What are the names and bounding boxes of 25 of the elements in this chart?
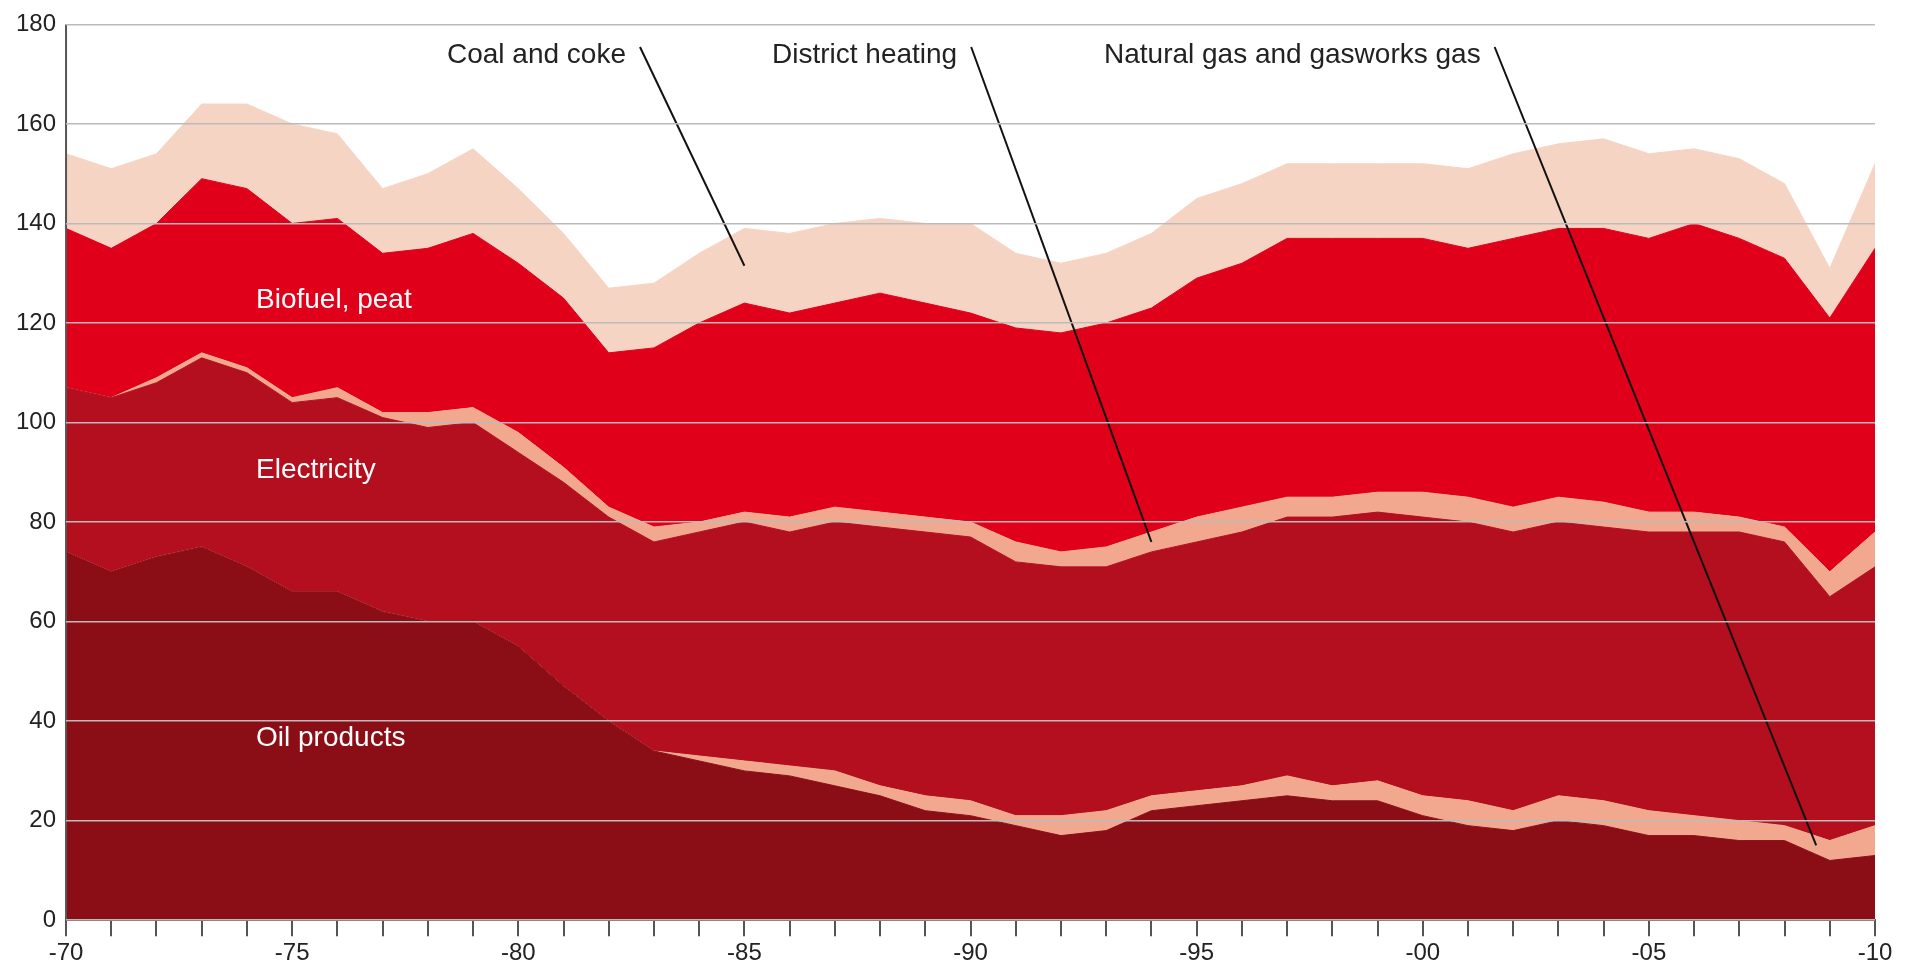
y-tick-label: 20	[29, 805, 57, 833]
y-tick-label: 100	[16, 407, 57, 435]
text: Natural gas and gasworks gas	[1104, 37, 1481, 69]
y-tick-label: 60	[29, 606, 57, 634]
x-tick-label: -10	[1857, 938, 1893, 966]
text: Coal and coke	[447, 37, 627, 69]
y-tick-label: 0	[42, 904, 57, 932]
series-label: Biofuel, peat	[256, 283, 412, 315]
y-tick-label: 120	[16, 307, 57, 335]
y-tick-label: 160	[16, 108, 57, 136]
x-tick-label: -80	[500, 938, 536, 966]
x-tick-label: -00	[1405, 938, 1441, 966]
y-tick-label: 180	[16, 9, 57, 37]
x-tick-label: -95	[1179, 938, 1214, 966]
series-label: Oil products	[256, 721, 406, 753]
x-tick-label: -05	[1631, 938, 1667, 966]
x-tick-label: -90	[953, 938, 988, 966]
text: District heating	[772, 37, 958, 69]
y-tick-label: 40	[29, 705, 57, 733]
x-tick-label: -85	[727, 938, 762, 966]
x-tick-label: -70	[48, 938, 84, 966]
series-label: Electricity	[256, 452, 376, 484]
y-tick-label: 80	[29, 506, 57, 534]
x-tick-label: -75	[274, 938, 310, 966]
y-tick-label: 140	[16, 208, 57, 236]
